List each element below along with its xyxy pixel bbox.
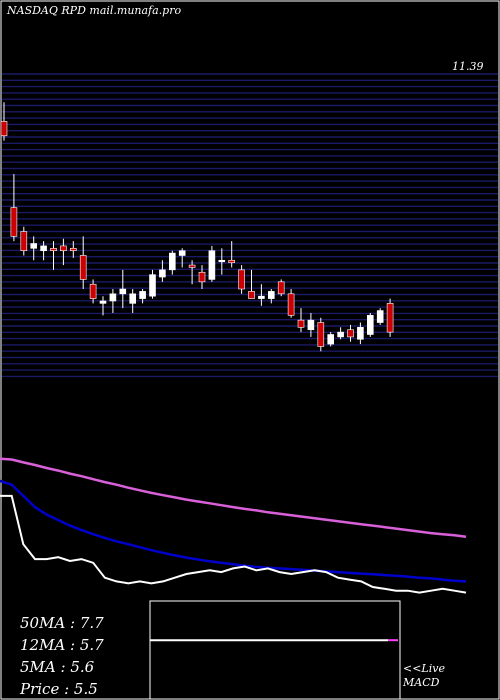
candle-body: [119, 288, 127, 295]
macd-live-label: <<Live: [403, 662, 445, 675]
candle-body: [238, 269, 245, 290]
price-grid: [2, 73, 498, 378]
candle-body: [159, 269, 166, 278]
candle-body: [149, 274, 156, 297]
candle-body: [248, 291, 255, 299]
chart-title: NASDAQ RPD mail.munafa.pro: [7, 4, 182, 17]
candle-body: [178, 250, 186, 256]
ma-line-12ma: [0, 479, 467, 583]
macd-box: [149, 600, 401, 700]
candle-body: [277, 281, 285, 295]
candle-body: [287, 293, 295, 316]
candle-body: [258, 295, 265, 299]
candle-body: [70, 248, 77, 252]
candle-body: [267, 291, 275, 299]
candle-body: [297, 319, 305, 328]
candle-body: [317, 322, 325, 347]
candle-body: [10, 207, 18, 237]
ma-line-5ma: [0, 494, 467, 594]
price-top-label: 11.39: [452, 60, 484, 73]
candle-body: [50, 248, 57, 252]
legend-ma12: 12MA : 5.7: [20, 636, 104, 654]
candle-body: [376, 310, 384, 323]
candle-body: [307, 319, 315, 331]
candle-body: [20, 231, 28, 252]
candle-body: [30, 243, 38, 249]
candle-body: [89, 283, 97, 299]
price-candles: [0, 102, 394, 352]
legend-ma5: 5MA : 5.6: [20, 658, 95, 676]
legend-ma50: 50MA : 7.7: [20, 614, 104, 632]
candle-body: [169, 252, 176, 271]
candle-body: [228, 259, 235, 263]
candle-body: [60, 245, 67, 252]
candle-body: [198, 271, 206, 283]
candle-body: [79, 255, 87, 280]
moving-averages: [0, 457, 467, 594]
candle-body: [218, 259, 226, 263]
candle-body: [109, 293, 117, 302]
candle-body: [337, 331, 344, 338]
macd-label: MACD: [403, 676, 440, 689]
candle-body: [327, 334, 335, 345]
candle-body: [366, 315, 374, 335]
ma-line-50ma: [0, 457, 467, 539]
candle-body: [357, 327, 364, 340]
candle-body: [208, 250, 216, 280]
candle-body: [40, 245, 47, 252]
candle-body: [0, 121, 8, 137]
candle-body: [129, 293, 136, 304]
candle-body: [139, 291, 146, 299]
candle-body: [188, 264, 196, 268]
candle-body: [386, 303, 394, 333]
legend-price: Price : 5.5: [20, 680, 98, 698]
candle-body: [347, 329, 354, 338]
candle-body: [99, 300, 107, 304]
